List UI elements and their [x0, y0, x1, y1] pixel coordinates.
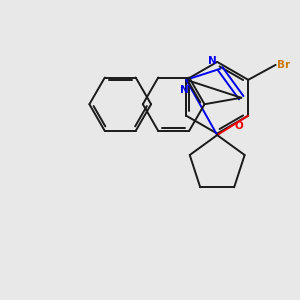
- Text: N: N: [180, 85, 188, 95]
- Text: O: O: [235, 121, 243, 131]
- Text: N: N: [208, 56, 216, 66]
- Text: Br: Br: [277, 60, 290, 70]
